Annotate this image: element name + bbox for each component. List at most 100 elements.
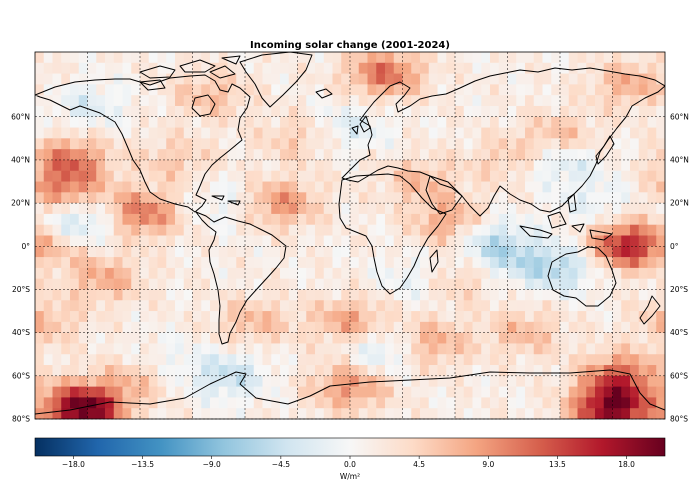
anomaly-cell xyxy=(463,138,473,150)
anomaly-cell xyxy=(621,386,631,398)
anomaly-cell xyxy=(183,127,193,139)
anomaly-cell xyxy=(472,235,482,247)
anomaly-cell xyxy=(656,203,665,215)
anomaly-cell xyxy=(87,257,97,269)
anomaly-cell xyxy=(420,365,430,377)
anomaly-cell xyxy=(411,246,421,258)
anomaly-cell xyxy=(113,386,123,398)
anomaly-cell xyxy=(183,62,193,74)
anomaly-cell xyxy=(87,203,97,215)
anomaly-cell xyxy=(612,321,622,334)
anomaly-cell xyxy=(131,408,141,419)
anomaly-cell xyxy=(315,52,325,64)
anomaly-cell xyxy=(113,289,123,301)
anomaly-cell xyxy=(280,213,290,226)
anomaly-cell xyxy=(280,138,290,150)
anomaly-cell xyxy=(166,343,176,355)
anomaly-cell xyxy=(210,289,220,301)
anomaly-cell xyxy=(603,213,613,226)
anomaly-cell xyxy=(490,62,500,74)
anomaly-cell xyxy=(603,149,613,161)
anomaly-cell xyxy=(245,354,255,366)
anomaly-cell xyxy=(533,365,543,377)
anomaly-cell xyxy=(385,289,395,301)
anomaly-cell xyxy=(621,375,631,388)
anomaly-cell xyxy=(332,235,342,247)
anomaly-cell xyxy=(385,181,395,193)
anomaly-cell xyxy=(402,343,412,355)
anomaly-cell xyxy=(455,343,465,355)
anomaly-cell xyxy=(551,52,561,64)
anomaly-cell xyxy=(157,246,167,258)
anomaly-cell xyxy=(446,192,456,204)
anomaly-cell xyxy=(218,289,228,301)
anomaly-cell xyxy=(490,332,500,344)
anomaly-cell xyxy=(253,375,263,388)
anomaly-cell xyxy=(271,397,281,409)
anomaly-cell xyxy=(52,397,62,409)
anomaly-cell xyxy=(78,127,88,139)
anomaly-cell xyxy=(341,224,351,236)
anomaly-cell xyxy=(638,375,648,388)
anomaly-cell xyxy=(516,95,526,107)
anomaly-cell xyxy=(595,203,605,215)
anomaly-cell xyxy=(498,127,508,139)
anomaly-cell xyxy=(236,246,246,258)
anomaly-cell xyxy=(525,246,535,258)
anomaly-cell xyxy=(420,343,430,355)
anomaly-cell xyxy=(157,84,167,96)
anomaly-cell xyxy=(621,149,631,161)
anomaly-cell xyxy=(262,62,272,74)
anomaly-cell xyxy=(612,84,622,96)
anomaly-cell xyxy=(61,375,71,388)
anomaly-cell xyxy=(376,116,386,128)
anomaly-cell xyxy=(131,181,141,193)
anomaly-cell xyxy=(446,289,456,301)
anomaly-cell xyxy=(245,213,255,226)
anomaly-cell xyxy=(446,138,456,150)
anomaly-cell xyxy=(437,52,447,64)
anomaly-cell xyxy=(288,289,298,301)
anomaly-cell xyxy=(525,386,535,398)
anomaly-cell xyxy=(446,105,456,118)
anomaly-cell xyxy=(245,170,255,182)
anomaly-cell xyxy=(437,289,447,301)
anomaly-cell xyxy=(656,300,665,312)
anomaly-cell xyxy=(472,213,482,226)
anomaly-cell xyxy=(350,62,360,74)
anomaly-cell xyxy=(105,267,115,280)
anomaly-cell xyxy=(341,105,351,118)
anomaly-cell xyxy=(218,257,228,269)
anomaly-cell xyxy=(323,84,333,96)
anomaly-cell xyxy=(612,289,622,301)
anomaly-cell xyxy=(577,235,587,247)
anomaly-cell xyxy=(393,375,403,388)
anomaly-cell xyxy=(96,105,106,118)
anomaly-cell xyxy=(43,224,53,236)
anomaly-cell xyxy=(612,181,622,193)
anomaly-cell xyxy=(70,127,80,139)
anomaly-cell xyxy=(577,95,587,107)
anomaly-cell xyxy=(183,365,193,377)
anomaly-cell xyxy=(481,213,491,226)
anomaly-cell xyxy=(428,149,438,161)
anomaly-cell xyxy=(157,343,167,355)
anomaly-cell xyxy=(393,192,403,204)
anomaly-cell xyxy=(411,408,421,419)
anomaly-cell xyxy=(78,116,88,128)
anomaly-cell xyxy=(586,343,596,355)
anomaly-cell xyxy=(87,73,97,85)
anomaly-cell xyxy=(148,354,158,366)
anomaly-cell xyxy=(481,203,491,215)
anomaly-cell xyxy=(148,159,158,172)
anomaly-cell xyxy=(113,170,123,182)
anomaly-cell xyxy=(490,408,500,419)
anomaly-cell xyxy=(210,192,220,204)
anomaly-cell xyxy=(236,278,246,290)
anomaly-cell xyxy=(70,149,80,161)
anomaly-cell xyxy=(306,354,316,366)
anomaly-cell xyxy=(542,62,552,74)
anomaly-cell xyxy=(542,224,552,236)
anomaly-cell xyxy=(350,311,360,323)
anomaly-cell xyxy=(560,127,570,139)
